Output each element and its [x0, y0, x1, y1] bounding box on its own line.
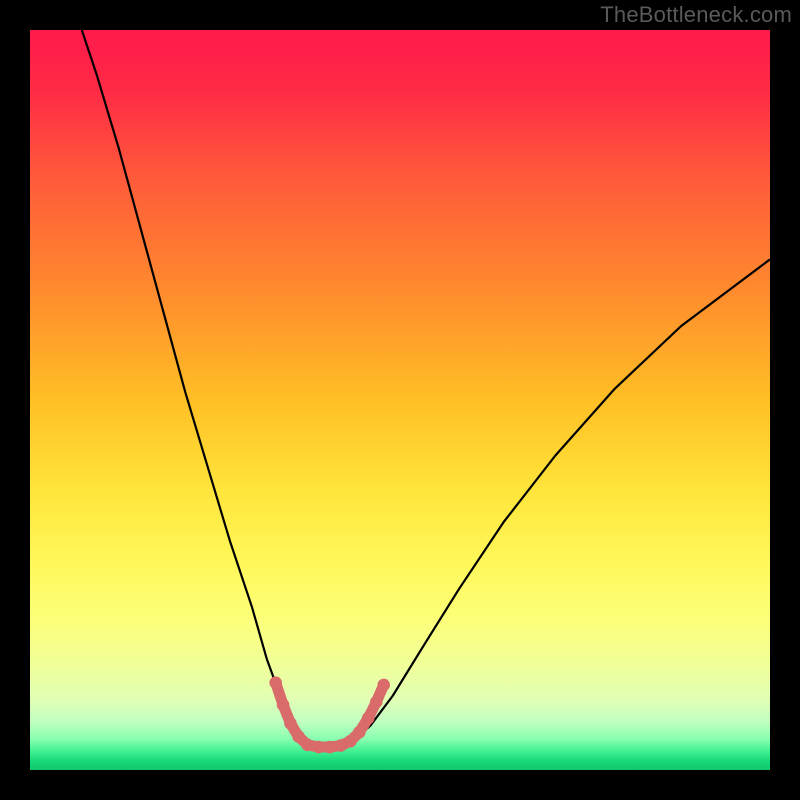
chart-frame: TheBottleneck.com — [0, 0, 800, 800]
highlight-bead — [312, 741, 325, 754]
chart-svg — [30, 30, 770, 770]
chart-background-gradient — [30, 30, 770, 770]
highlight-bead — [301, 739, 314, 752]
highlight-bead — [353, 726, 366, 739]
highlight-bead — [269, 676, 282, 689]
highlight-bead — [277, 699, 290, 712]
highlight-bead — [362, 712, 375, 725]
highlight-bead — [284, 717, 297, 730]
highlight-bead — [323, 741, 336, 754]
highlight-bead — [377, 679, 390, 692]
bottleneck-curve-chart — [30, 30, 770, 770]
watermark-text: TheBottleneck.com — [600, 2, 792, 28]
highlight-bead — [370, 696, 383, 709]
highlight-bead — [344, 735, 357, 748]
